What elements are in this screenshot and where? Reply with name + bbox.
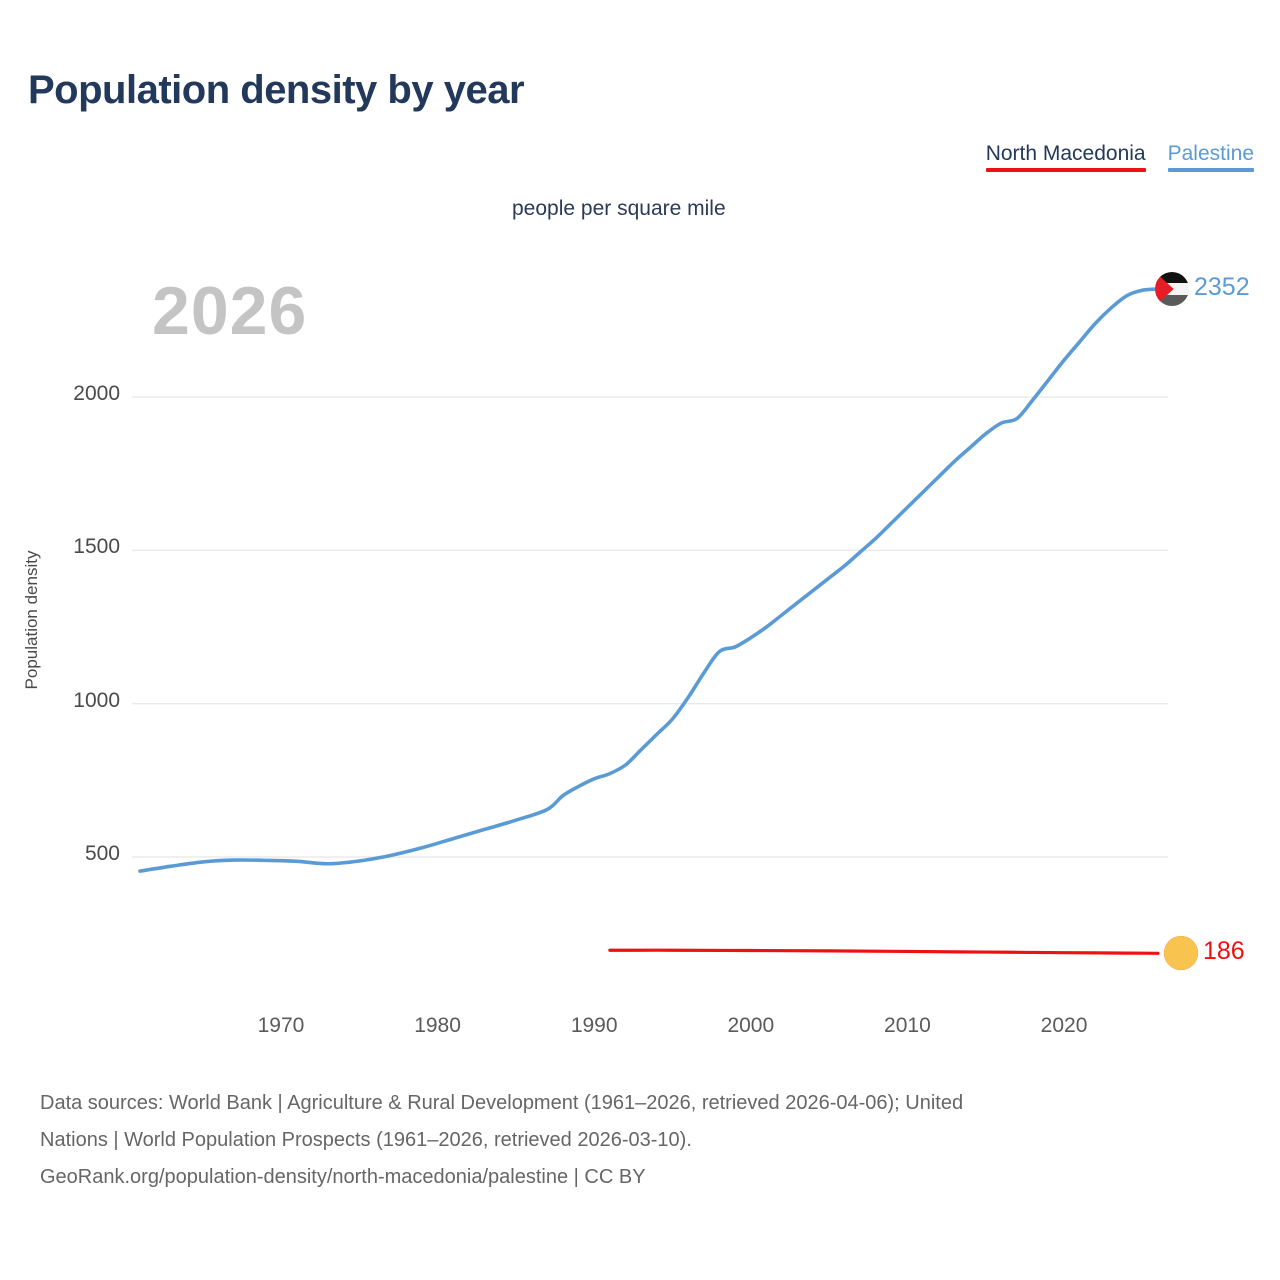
watermark-year: 2026: [152, 273, 308, 349]
end-value-north-macedonia: 186: [1203, 937, 1245, 966]
legend-item-north-macedonia[interactable]: North Macedonia: [985, 142, 1146, 173]
legend-label-north-macedonia: North Macedonia: [985, 142, 1146, 165]
y-axis-tick-label: 2000: [73, 381, 120, 405]
x-axis-tick-label: 2010: [884, 1014, 931, 1037]
x-axis-tick-label: 2000: [727, 1014, 775, 1037]
y-axis-tick-label: 1500: [73, 535, 120, 559]
y-axis-tick-label: 1000: [73, 688, 120, 712]
x-axis-tick-label: 2020: [1040, 1014, 1088, 1037]
legend-color-swatch-north-macedonia: [985, 168, 1146, 173]
series-line-north-macedonia: [608, 948, 1160, 955]
x-axis-tick-label: 1990: [570, 1014, 618, 1037]
palestine-flag-icon: [1155, 272, 1189, 307]
flag-sun-center: [1175, 947, 1187, 959]
flag-stripe-black: [1155, 272, 1189, 284]
y-axis-tick-label: 500: [84, 842, 120, 865]
north-macedonia-flag-icon: [1164, 936, 1198, 971]
page-title: Population density by year: [28, 68, 525, 112]
footer-line-2: Nations | World Population Prospects (19…: [40, 1129, 692, 1151]
legend-color-swatch-palestine: [1167, 168, 1254, 173]
x-axis-tick-label: 1970: [257, 1014, 305, 1037]
series-line-palestine: [138, 287, 1160, 873]
footer-line-1: Data sources: World Bank | Agriculture &…: [40, 1092, 964, 1114]
legend-item-palestine[interactable]: Palestine: [1167, 142, 1254, 173]
flag-stripe-green: [1155, 294, 1189, 307]
footer-line-3[interactable]: GeoRank.org/population-density/north-mac…: [40, 1166, 646, 1188]
end-value-palestine: 2352: [1194, 273, 1250, 302]
chart-footer: Data sources: World Bank | Agriculture &…: [40, 1085, 1250, 1196]
x-axis-tick-label: 1980: [414, 1014, 461, 1037]
chart-legend: North Macedonia Palestine: [985, 142, 1254, 173]
chart-subtitle: people per square mile: [512, 197, 726, 220]
legend-label-palestine: Palestine: [1167, 142, 1254, 165]
